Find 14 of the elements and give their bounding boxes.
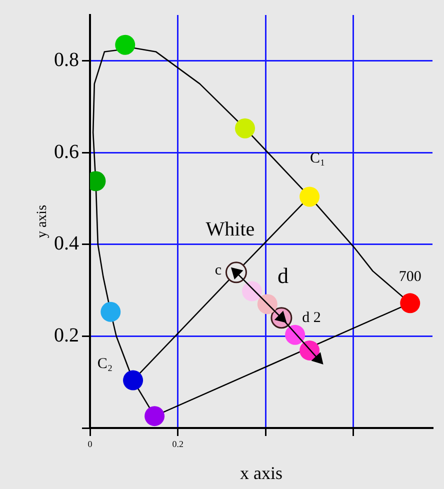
annotation: White <box>206 218 255 241</box>
y-tick-label: 0.2 <box>54 324 79 346</box>
annotation: d 2 <box>302 310 321 326</box>
y-tick-label: 0.6 <box>54 140 79 163</box>
annotation: C₂ <box>97 356 113 372</box>
y-axis-title: y axis <box>35 204 50 238</box>
y-tick-label: 0.8 <box>54 49 79 72</box>
annotation: d <box>278 262 288 288</box>
annotation: c <box>214 262 222 278</box>
y-tick-label: 0.4 <box>54 232 79 255</box>
x-axis-title: x axis <box>240 462 282 483</box>
x-tick-label: 0 <box>88 438 93 449</box>
annotation: C₁ <box>310 150 326 167</box>
annotation: 700 <box>398 269 422 286</box>
